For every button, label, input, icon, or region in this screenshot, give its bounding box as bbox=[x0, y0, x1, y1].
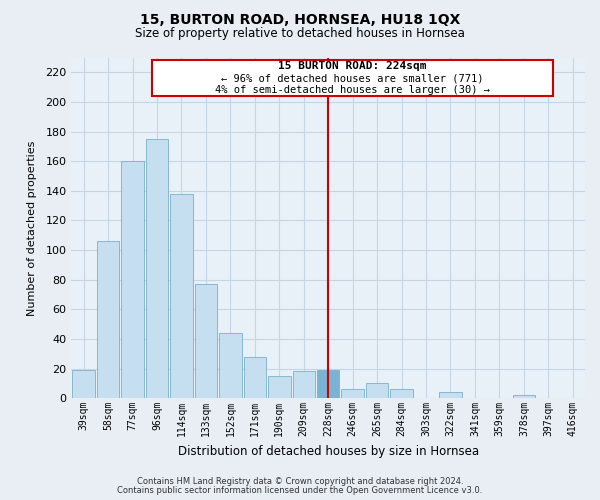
Bar bbox=[317, 370, 340, 398]
Bar bbox=[219, 333, 242, 398]
Bar bbox=[268, 376, 290, 398]
Bar bbox=[121, 161, 144, 398]
Text: 15 BURTON ROAD: 224sqm: 15 BURTON ROAD: 224sqm bbox=[278, 62, 427, 72]
Text: Contains HM Land Registry data © Crown copyright and database right 2024.: Contains HM Land Registry data © Crown c… bbox=[137, 477, 463, 486]
Bar bbox=[73, 370, 95, 398]
Bar bbox=[439, 392, 462, 398]
Text: 4% of semi-detached houses are larger (30) →: 4% of semi-detached houses are larger (3… bbox=[215, 85, 490, 95]
Bar bbox=[170, 194, 193, 398]
Bar bbox=[244, 356, 266, 398]
Bar bbox=[97, 241, 119, 398]
Text: ← 96% of detached houses are smaller (771): ← 96% of detached houses are smaller (77… bbox=[221, 73, 484, 83]
Bar bbox=[194, 284, 217, 398]
Text: 15, BURTON ROAD, HORNSEA, HU18 1QX: 15, BURTON ROAD, HORNSEA, HU18 1QX bbox=[140, 12, 460, 26]
Bar bbox=[146, 139, 168, 398]
Bar bbox=[366, 384, 388, 398]
Bar bbox=[341, 390, 364, 398]
X-axis label: Distribution of detached houses by size in Hornsea: Distribution of detached houses by size … bbox=[178, 444, 479, 458]
Y-axis label: Number of detached properties: Number of detached properties bbox=[27, 140, 37, 316]
Bar bbox=[512, 395, 535, 398]
FancyBboxPatch shape bbox=[152, 60, 553, 96]
Bar bbox=[293, 372, 315, 398]
Text: Contains public sector information licensed under the Open Government Licence v3: Contains public sector information licen… bbox=[118, 486, 482, 495]
Bar bbox=[391, 390, 413, 398]
Text: Size of property relative to detached houses in Hornsea: Size of property relative to detached ho… bbox=[135, 28, 465, 40]
